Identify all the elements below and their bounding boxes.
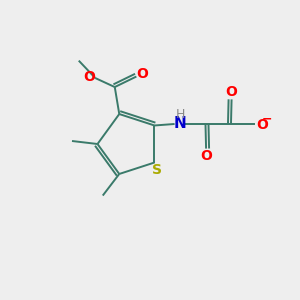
Text: O: O (136, 68, 148, 81)
Text: H: H (175, 109, 185, 122)
Text: −: − (262, 112, 272, 125)
Text: O: O (200, 149, 212, 163)
Text: O: O (83, 70, 95, 83)
Text: S: S (152, 163, 162, 177)
Text: O: O (226, 85, 238, 99)
Text: O: O (256, 118, 268, 132)
Text: N: N (174, 116, 186, 131)
